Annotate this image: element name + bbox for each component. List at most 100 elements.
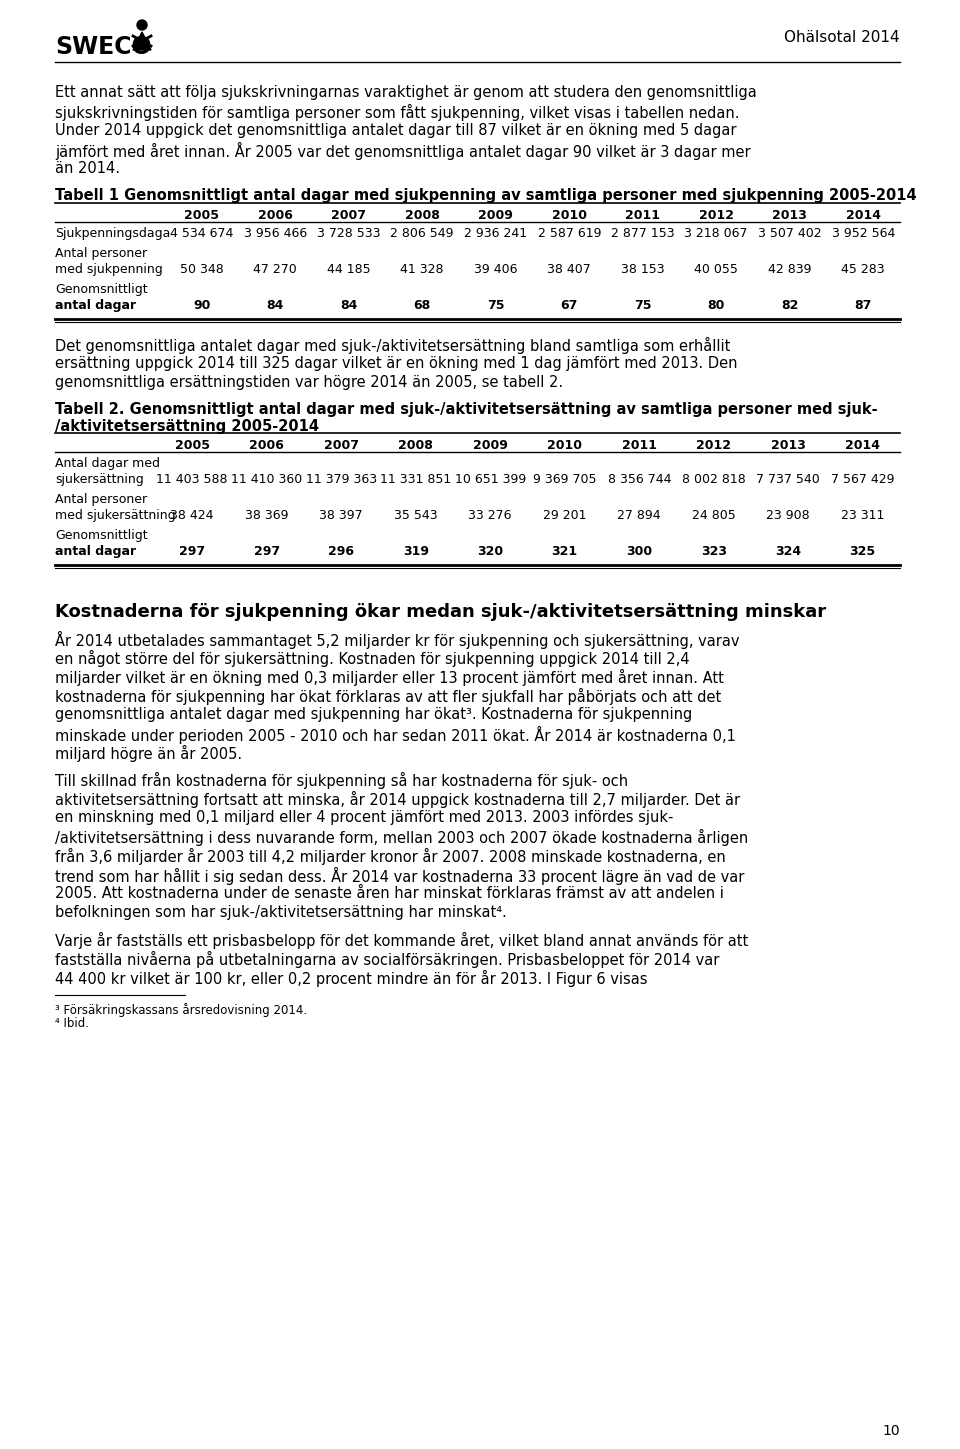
Text: 300: 300 — [626, 545, 652, 558]
Text: ersättning uppgick 2014 till 325 dagar vilket är en ökning med 1 dag jämfört med: ersättning uppgick 2014 till 325 dagar v… — [55, 356, 737, 371]
Text: 82: 82 — [781, 298, 799, 312]
Text: 2005: 2005 — [184, 209, 219, 222]
Text: 90: 90 — [193, 298, 210, 312]
Text: 33 276: 33 276 — [468, 509, 512, 522]
Text: en minskning med 0,1 miljard eller 4 procent jämfört med 2013. 2003 infördes sju: en minskning med 0,1 miljard eller 4 pro… — [55, 810, 673, 824]
Text: 2005: 2005 — [175, 439, 209, 452]
Text: befolkningen som har sjuk-/aktivitetsersättning har minskat⁴.: befolkningen som har sjuk-/aktivitetsers… — [55, 906, 507, 920]
Text: 2011: 2011 — [622, 439, 657, 452]
Text: Genomsnittligt: Genomsnittligt — [55, 529, 148, 542]
Text: Det genomsnittliga antalet dagar med sjuk-/aktivitetsersättning bland samtliga s: Det genomsnittliga antalet dagar med sju… — [55, 338, 731, 354]
Text: 2009: 2009 — [473, 439, 508, 452]
Text: 11 379 363: 11 379 363 — [305, 472, 377, 485]
Text: jämfört med året innan. År 2005 var det genomsnittliga antalet dagar 90 vilket ä: jämfört med året innan. År 2005 var det … — [55, 142, 751, 159]
Text: 3 956 466: 3 956 466 — [244, 227, 307, 241]
Text: Tabell 1 Genomsnittligt antal dagar med sjukpenning av samtliga personer med sju: Tabell 1 Genomsnittligt antal dagar med … — [55, 188, 917, 203]
Text: 75: 75 — [487, 298, 505, 312]
Text: miljard högre än år 2005.: miljard högre än år 2005. — [55, 745, 242, 762]
Text: aktivitetsersättning fortsatt att minska, år 2014 uppgick kostnaderna till 2,7 m: aktivitetsersättning fortsatt att minska… — [55, 791, 740, 809]
Text: 7 567 429: 7 567 429 — [831, 472, 895, 485]
Text: 10: 10 — [882, 1424, 900, 1437]
Text: 2 936 241: 2 936 241 — [465, 227, 527, 241]
Text: 2011: 2011 — [625, 209, 660, 222]
Text: 297: 297 — [180, 545, 205, 558]
Text: Under 2014 uppgick det genomsnittliga antalet dagar till 87 vilket är en ökning : Under 2014 uppgick det genomsnittliga an… — [55, 123, 736, 138]
Text: 38 407: 38 407 — [547, 264, 591, 275]
Text: Sjukpenningsdaga: Sjukpenningsdaga — [55, 227, 170, 241]
Text: 2013: 2013 — [772, 209, 807, 222]
Text: 2 587 619: 2 587 619 — [538, 227, 601, 241]
Text: än 2014.: än 2014. — [55, 161, 120, 175]
Text: 47 270: 47 270 — [253, 264, 298, 275]
Text: 67: 67 — [561, 298, 578, 312]
Text: Ett annat sätt att följa sjukskrivningarnas varaktighet är genom att studera den: Ett annat sätt att följa sjukskrivningar… — [55, 85, 756, 100]
Text: 10 651 399: 10 651 399 — [455, 472, 526, 485]
Text: 2006: 2006 — [250, 439, 284, 452]
Text: 27 894: 27 894 — [617, 509, 661, 522]
Text: 3 507 402: 3 507 402 — [758, 227, 822, 241]
Text: 3 218 067: 3 218 067 — [684, 227, 748, 241]
Text: 324: 324 — [775, 545, 802, 558]
Text: Genomsnittligt: Genomsnittligt — [55, 283, 148, 296]
Text: 38 153: 38 153 — [621, 264, 664, 275]
Text: Kostnaderna för sjukpenning ökar medan sjuk-/aktivitetsersättning minskar: Kostnaderna för sjukpenning ökar medan s… — [55, 603, 827, 622]
Text: 39 406: 39 406 — [474, 264, 517, 275]
Text: 23 311: 23 311 — [841, 509, 884, 522]
Text: 2009: 2009 — [478, 209, 514, 222]
Text: Varje år fastställs ett prisbasbelopp för det kommande året, vilket bland annat : Varje år fastställs ett prisbasbelopp fö… — [55, 932, 748, 949]
Text: Tabell 2. Genomsnittligt antal dagar med sjuk-/aktivitetsersättning av samtliga : Tabell 2. Genomsnittligt antal dagar med… — [55, 401, 877, 417]
Text: minskade under perioden 2005 - 2010 och har sedan 2011 ökat. År 2014 är kostnade: minskade under perioden 2005 - 2010 och … — [55, 726, 736, 743]
Text: 323: 323 — [701, 545, 727, 558]
Text: 35 543: 35 543 — [394, 509, 438, 522]
Text: 2010: 2010 — [552, 209, 587, 222]
Text: 2014: 2014 — [846, 209, 880, 222]
Text: 2010: 2010 — [547, 439, 583, 452]
Text: 2012: 2012 — [699, 209, 733, 222]
Text: 8 356 744: 8 356 744 — [608, 472, 671, 485]
Text: 2012: 2012 — [696, 439, 732, 452]
Text: 84: 84 — [267, 298, 284, 312]
Text: Antal dagar med: Antal dagar med — [55, 456, 160, 469]
Text: 38 397: 38 397 — [320, 509, 363, 522]
Text: 44 185: 44 185 — [327, 264, 371, 275]
Text: med sjukersättning: med sjukersättning — [55, 509, 176, 522]
Text: 44 400 kr vilket är 100 kr, eller 0,2 procent mindre än för år 2013. I Figur 6 v: 44 400 kr vilket är 100 kr, eller 0,2 pr… — [55, 969, 647, 987]
Text: 24 805: 24 805 — [692, 509, 735, 522]
Text: SWECO: SWECO — [55, 35, 152, 59]
Text: trend som har hållit i sig sedan dess. År 2014 var kostnaderna 33 procent lägre : trend som har hållit i sig sedan dess. Å… — [55, 867, 744, 885]
Text: 45 283: 45 283 — [841, 264, 885, 275]
Text: 29 201: 29 201 — [543, 509, 587, 522]
Text: 2008: 2008 — [405, 209, 440, 222]
Text: kostnaderna för sjukpenning har ökat förklaras av att fler sjukfall har påbörjat: kostnaderna för sjukpenning har ökat för… — [55, 688, 721, 706]
Text: med sjukpenning: med sjukpenning — [55, 264, 163, 275]
Text: /aktivitetsersättning i dess nuvarande form, mellan 2003 och 2007 ökade kostnade: /aktivitetsersättning i dess nuvarande f… — [55, 829, 748, 846]
Polygon shape — [133, 32, 151, 51]
Text: Till skillnad från kostnaderna för sjukpenning så har kostnaderna för sjuk- och: Till skillnad från kostnaderna för sjukp… — [55, 772, 628, 790]
Text: 2 877 153: 2 877 153 — [611, 227, 675, 241]
Text: antal dagar: antal dagar — [55, 545, 136, 558]
Text: från 3,6 miljarder år 2003 till 4,2 miljarder kronor år 2007. 2008 minskade kost: från 3,6 miljarder år 2003 till 4,2 milj… — [55, 848, 726, 865]
Text: genomsnittliga ersättningstiden var högre 2014 än 2005, se tabell 2.: genomsnittliga ersättningstiden var högr… — [55, 375, 564, 390]
Text: 38 424: 38 424 — [171, 509, 214, 522]
Text: 3 952 564: 3 952 564 — [831, 227, 895, 241]
Text: Antal personer: Antal personer — [55, 493, 147, 506]
Text: 7 737 540: 7 737 540 — [756, 472, 820, 485]
Text: 296: 296 — [328, 545, 354, 558]
Text: 2007: 2007 — [331, 209, 367, 222]
Text: genomsnittliga antalet dagar med sjukpenning har ökat³. Kostnaderna för sjukpenn: genomsnittliga antalet dagar med sjukpen… — [55, 707, 692, 722]
Text: 2014: 2014 — [845, 439, 880, 452]
Text: en något större del för sjukersättning. Kostnaden för sjukpenning uppgick 2014 t: en något större del för sjukersättning. … — [55, 651, 689, 667]
Text: 42 839: 42 839 — [768, 264, 811, 275]
Text: antal dagar: antal dagar — [55, 298, 136, 312]
Text: 84: 84 — [340, 298, 357, 312]
Text: 38 369: 38 369 — [245, 509, 289, 522]
Text: 2005. Att kostnaderna under de senaste åren har minskat förklaras främst av att : 2005. Att kostnaderna under de senaste å… — [55, 885, 724, 901]
Text: 87: 87 — [854, 298, 872, 312]
Text: 2013: 2013 — [771, 439, 805, 452]
Text: 41 328: 41 328 — [400, 264, 444, 275]
Text: 80: 80 — [708, 298, 725, 312]
Text: 11 331 851: 11 331 851 — [380, 472, 451, 485]
Text: 2 806 549: 2 806 549 — [391, 227, 454, 241]
Text: 321: 321 — [552, 545, 578, 558]
Text: 320: 320 — [477, 545, 503, 558]
